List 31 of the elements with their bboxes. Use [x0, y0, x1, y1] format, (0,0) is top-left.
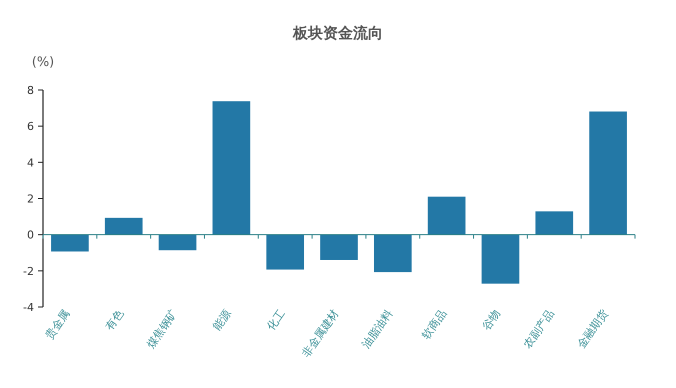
y-tick-label: 6 [27, 120, 34, 134]
x-tick-label: 金融期货 [574, 307, 611, 351]
x-tick-label: 煤焦钢矿 [144, 307, 180, 351]
x-tick-label: 软商品 [420, 307, 450, 342]
bar [535, 211, 574, 235]
y-tick-label: -4 [23, 301, 34, 314]
x-tick-label: 贵金属 [42, 307, 72, 342]
x-tick-label: 农副产品 [520, 307, 557, 351]
y-tick-label: 8 [27, 84, 34, 97]
bar [589, 112, 627, 235]
bar [266, 234, 304, 270]
y-tick-label: 0 [27, 228, 34, 242]
bar [51, 234, 89, 252]
bar [212, 101, 250, 235]
bar [158, 234, 196, 250]
x-tick-label: 能源 [210, 307, 234, 333]
x-tick-label: 谷物 [480, 307, 503, 333]
y-tick-label: 4 [27, 156, 34, 170]
x-tick-label: 化工 [264, 307, 288, 333]
bar [104, 218, 143, 235]
chart-title: 板块资金流向 [292, 24, 383, 42]
x-tick-label: 非金属建材 [299, 307, 342, 360]
y-tick-label: -2 [23, 264, 34, 278]
bar [374, 234, 412, 272]
x-tick-label: 有色 [102, 307, 126, 333]
x-tick-label: 油脂油料 [359, 307, 396, 351]
bar [320, 234, 358, 260]
bar [482, 234, 520, 284]
y-tick-label: 2 [27, 192, 34, 206]
bar [428, 196, 466, 235]
y-axis-title: (%) [32, 55, 54, 70]
